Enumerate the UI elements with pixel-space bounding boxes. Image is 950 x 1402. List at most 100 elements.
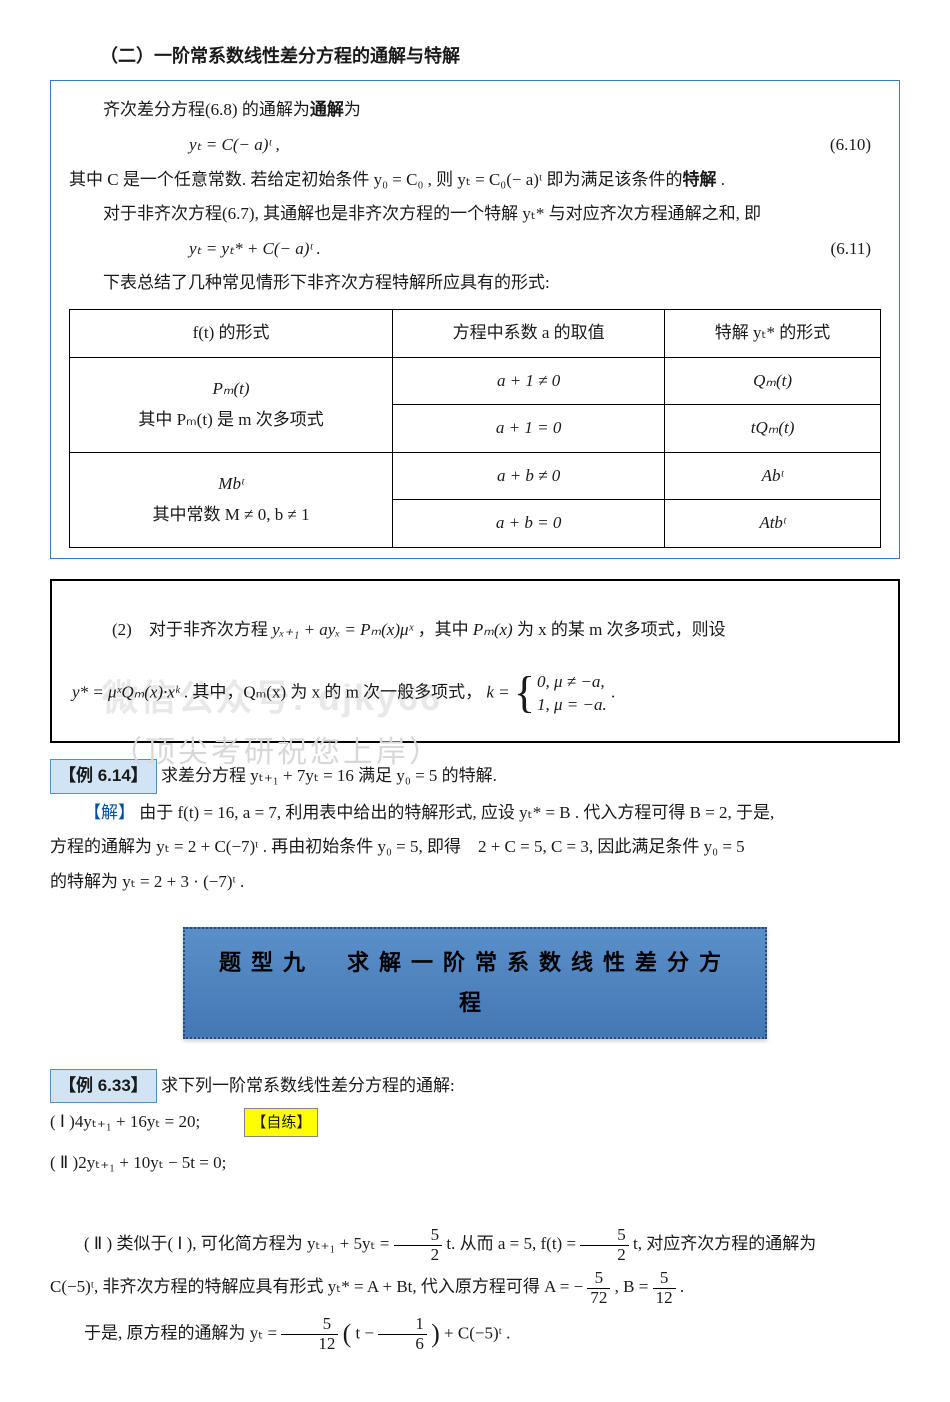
note-box: 微信公众号: djky66 （顶尖考研祝您上岸） (2) 对于非齐次方程 yₓ₊… [50, 579, 900, 743]
table-cell: tQₘ(t) [665, 405, 881, 453]
text: . [680, 1277, 684, 1296]
case: 0, μ ≠ −a, [537, 672, 605, 691]
fraction: 512 [653, 1269, 676, 1307]
example-tag: 【例 6.33】 [50, 1069, 157, 1104]
numerator: 5 [281, 1315, 338, 1335]
text: + C(−5)ᵗ . [444, 1324, 510, 1343]
numerator: 5 [653, 1269, 676, 1289]
solution-line: 于是, 原方程的通解为 yₜ = 512 ( t − 16 ) + C(−5)ᵗ… [50, 1311, 900, 1358]
denominator: 2 [580, 1246, 629, 1265]
math: yₓ₊₁ + ayₓ = Pₘ(x)μˣ [272, 620, 413, 639]
table-cell: a + 1 = 0 [393, 405, 665, 453]
item-i: ( Ⅰ )4yₜ₊₁ + 16yₜ = 20; [50, 1112, 200, 1131]
table-cell: a + b ≠ 0 [393, 452, 665, 500]
numerator: 5 [580, 1226, 629, 1246]
case: 1, μ = −a. [537, 695, 607, 714]
equation-row: yₜ = C(− a)ᵗ , (6.10) [69, 130, 881, 161]
text: t. 从而 a = 5, f(t) = [446, 1235, 580, 1254]
denominator: 2 [394, 1246, 443, 1265]
text: (2) 对于非齐次方程 [112, 620, 272, 639]
table-cell: Atbᵗ [665, 500, 881, 548]
brace-icon: { [514, 671, 535, 715]
equation: yₜ = yₜ* + C(− a)ᵗ . [189, 234, 321, 265]
text: . 其中，Qₘ(x) 为 x 的 m 次一般多项式， [184, 682, 482, 701]
solution-line: ( Ⅱ ) 类似于( Ⅰ ), 可化简方程为 yₜ₊₁ + 5yₜ = 52 t… [50, 1226, 900, 1264]
text: ，其中 [418, 620, 473, 639]
denominator: 12 [653, 1289, 676, 1308]
text: , B = [615, 1277, 653, 1296]
cases: { 0, μ ≠ −a, 1, μ = −a. [514, 670, 607, 718]
line2-pre: 其中 C 是一个任意常数. 若给定初始条件 y₀ = C₀ , 则 yₜ = C… [69, 170, 682, 189]
text: 为 x 的某 m 次多项式，则设 [517, 620, 726, 639]
particular-solution-table: f(t) 的形式 方程中系数 a 的取值 特解 yₜ* 的形式 Pₘ(t) 其中… [69, 309, 881, 548]
table-header: f(t) 的形式 [70, 309, 393, 357]
line2-post: . [716, 170, 725, 189]
solution-line: 方程的通解为 yₜ = 2 + C(−7)ᵗ . 再由初始条件 y₀ = 5, … [50, 832, 900, 863]
cell-line: Pₘ(t) [82, 374, 380, 405]
equation: yₜ = C(− a)ᵗ , [189, 130, 280, 161]
table-cell: a + 1 ≠ 0 [393, 357, 665, 405]
fraction: 16 [378, 1315, 427, 1353]
table-header: 方程中系数 a 的取值 [393, 309, 665, 357]
text: C(−5)ᵗ, 非齐次方程的特解应具有形式 yₜ* = A + Bt, 代入原方… [50, 1277, 587, 1296]
numerator: 5 [394, 1226, 443, 1246]
self-practice-tag: 【自练】 [244, 1108, 318, 1137]
table-cell: Pₘ(t) 其中 Pₘ(t) 是 m 次多项式 [70, 357, 393, 452]
math: k = [486, 682, 514, 701]
line1: 齐次差分方程(6.8) 的通解为 [103, 100, 310, 119]
text-line: 其中 C 是一个任意常数. 若给定初始条件 y₀ = C₀ , 则 yₜ = C… [69, 165, 881, 196]
section-heading: （二）一阶常系数线性差分方程的通解与特解 [50, 40, 900, 72]
equation-number: (6.11) [831, 234, 881, 265]
cell-line: Mbᵗ [82, 469, 380, 500]
text: 于是, 原方程的通解为 yₜ = [84, 1324, 281, 1343]
fraction: 52 [580, 1226, 629, 1264]
fraction: 52 [394, 1226, 443, 1264]
text: ( Ⅱ ) 类似于( Ⅰ ), 可化简方程为 yₜ₊₁ + 5yₜ = [84, 1235, 394, 1254]
subitem: ( Ⅰ )4yₜ₊₁ + 16yₜ = 20; 【自练】 [50, 1107, 900, 1138]
denominator: 6 [378, 1335, 427, 1354]
denominator: 12 [281, 1335, 338, 1354]
section-banner: 题型九 求解一阶常系数线性差分方程 [183, 927, 767, 1038]
example-text: 求下列一阶常系数线性差分方程的通解: [161, 1076, 455, 1095]
text: t, 对应齐次方程的通解为 [633, 1235, 816, 1254]
example-block: 【例 6.33】 求下列一阶常系数线性差分方程的通解: [50, 1069, 900, 1104]
table-cell: Mbᵗ 其中常数 M ≠ 0, b ≠ 1 [70, 452, 393, 547]
equation-number: (6.10) [830, 130, 881, 161]
text-line: 齐次差分方程(6.8) 的通解为通解为 [69, 95, 881, 126]
denominator: 72 [587, 1289, 610, 1308]
fraction: 572 [587, 1269, 610, 1307]
text: 由于 f(t) = 16, a = 7, 利用表中给出的特解形式, 应设 yₜ*… [139, 803, 774, 822]
dot: . [611, 682, 615, 701]
text-line: (2) 对于非齐次方程 yₓ₊₁ + ayₓ = Pₘ(x)μˣ ，其中 Pₘ(… [112, 615, 878, 646]
solution-line: C(−5)ᵗ, 非齐次方程的特解应具有形式 yₜ* = A + Bt, 代入原方… [50, 1269, 900, 1307]
table-header: 特解 yₜ* 的形式 [665, 309, 881, 357]
bold-word: 特解 [682, 170, 716, 189]
box-content: (2) 对于非齐次方程 yₓ₊₁ + ayₓ = Pₘ(x)μˣ ，其中 Pₘ(… [72, 615, 878, 717]
table-row: Mbᵗ 其中常数 M ≠ 0, b ≠ 1 a + b ≠ 0 Abᵗ [70, 452, 881, 500]
table-row: Pₘ(t) 其中 Pₘ(t) 是 m 次多项式 a + 1 ≠ 0 Qₘ(t) [70, 357, 881, 405]
numerator: 5 [587, 1269, 610, 1289]
table-cell: a + b = 0 [393, 500, 665, 548]
bold-word: 通解 [310, 100, 344, 119]
solution-line: 【解】 由于 f(t) = 16, a = 7, 利用表中给出的特解形式, 应设… [50, 798, 900, 829]
table-header-row: f(t) 的形式 方程中系数 a 的取值 特解 yₜ* 的形式 [70, 309, 881, 357]
cell-line: 其中 Pₘ(t) 是 m 次多项式 [82, 405, 380, 436]
math: y* = μˣQₘ(x)·xᵏ [72, 682, 180, 701]
equation-line: y* = μˣQₘ(x)·xᵏ . 其中，Qₘ(x) 为 x 的 m 次一般多项… [72, 670, 878, 718]
text-line: 对于非齐次方程(6.7), 其通解也是非齐次方程的一个特解 yₜ* 与对应齐次方… [69, 199, 881, 230]
cell-line: 其中常数 M ≠ 0, b ≠ 1 [82, 500, 380, 531]
theory-box: 齐次差分方程(6.8) 的通解为通解为 yₜ = C(− a)ᵗ , (6.10… [50, 80, 900, 559]
text: t − [356, 1324, 379, 1343]
solution-line: 的特解为 yₜ = 2 + 3 · (−7)ᵗ . [50, 867, 900, 898]
math: Pₘ(x) [473, 620, 513, 639]
watermark: （顶尖考研祝您上岸） [112, 726, 442, 780]
text-line: 下表总结了几种常见情形下非齐次方程特解所应具有的形式: [69, 268, 881, 299]
fraction: 512 [281, 1315, 338, 1353]
table-cell: Qₘ(t) [665, 357, 881, 405]
subitem: ( Ⅱ )2yₜ₊₁ + 10yₜ − 5t = 0; [50, 1148, 900, 1179]
table-cell: Abᵗ [665, 452, 881, 500]
numerator: 1 [378, 1315, 427, 1335]
cases-body: 0, μ ≠ −a, 1, μ = −a. [537, 670, 607, 718]
solution-tag: 【解】 [84, 803, 135, 822]
equation-row: yₜ = yₜ* + C(− a)ᵗ . (6.11) [69, 234, 881, 265]
